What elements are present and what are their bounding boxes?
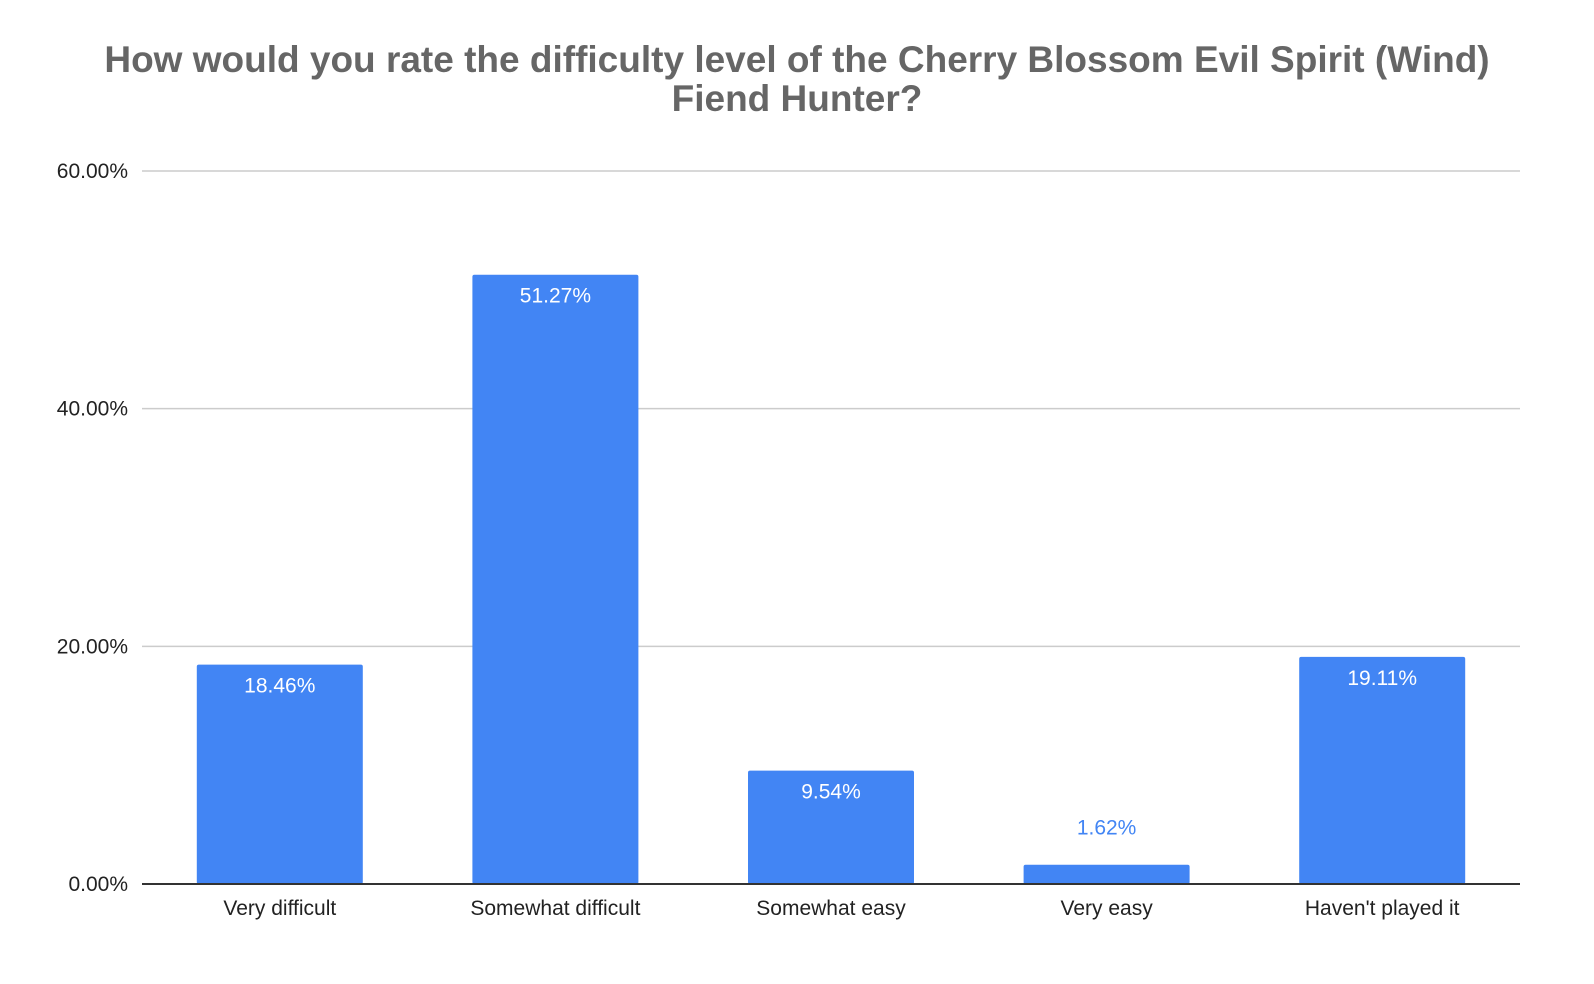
data-label: 51.27% (520, 285, 591, 308)
data-label: 9.54% (801, 781, 861, 804)
data-label: 1.62% (1077, 817, 1137, 840)
bar (196, 664, 363, 884)
x-category-label: Very easy (1060, 897, 1153, 920)
gridlines (142, 170, 1520, 648)
x-category-label: Somewhat difficult (470, 897, 640, 920)
data-labels: 18.46% 51.27% 9.54% 1.62% 19.11% (244, 285, 1417, 840)
bars (196, 274, 1466, 885)
bar (748, 770, 914, 884)
bar (472, 274, 639, 885)
x-axis-categories: Very difficult Somewhat difficult Somewhat… (223, 897, 1459, 920)
y-tick-label: 60.00% (57, 160, 128, 183)
y-axis-ticks: 0.00% 20.00% 40.00% 60.00% (57, 160, 128, 896)
chart-title: How would you rate the difficulty level … (104, 39, 1490, 119)
y-tick-label: 20.00% (57, 635, 128, 658)
x-category-label: Very difficult (223, 897, 336, 920)
data-label: 19.11% (1347, 667, 1417, 690)
y-tick-label: 0.00% (68, 873, 128, 896)
bar (1023, 864, 1190, 884)
x-category-label: Somewhat easy (756, 897, 906, 920)
bar (1299, 656, 1466, 884)
data-label: 18.46% (244, 675, 315, 698)
x-category-label: Haven't played it (1305, 897, 1460, 920)
y-tick-label: 40.00% (57, 398, 128, 421)
